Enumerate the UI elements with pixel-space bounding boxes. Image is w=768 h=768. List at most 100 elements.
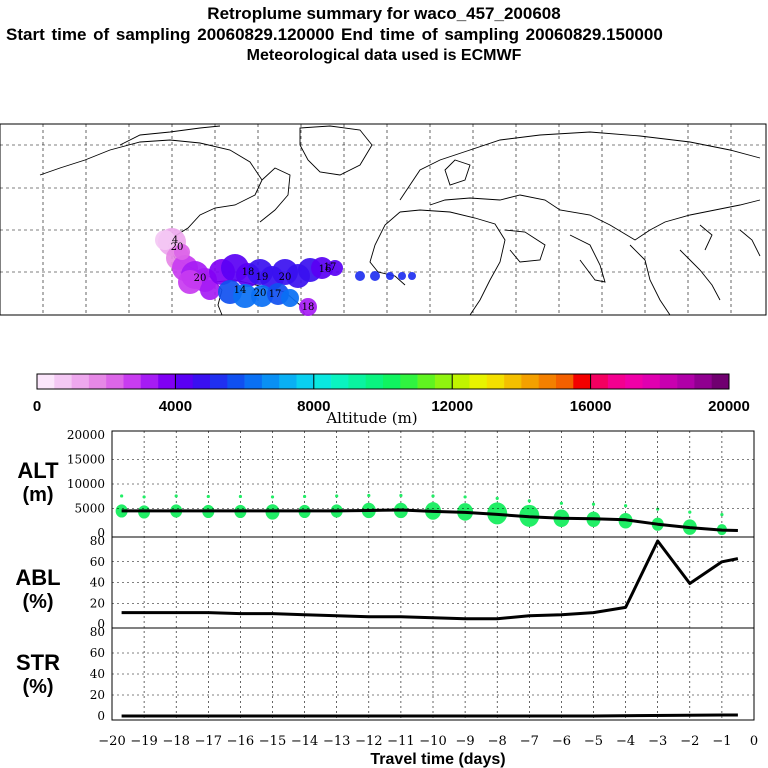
y-tick-label: 15000 (67, 453, 105, 467)
abl-label: ABL (15, 565, 60, 590)
y-tick-label: 60 (90, 646, 105, 660)
x-tick-label: −13 (323, 734, 350, 749)
colorbar-swatch (521, 374, 539, 389)
colorbar-frame (36, 373, 730, 390)
plume-blob (327, 260, 343, 276)
str-unit: (%) (22, 676, 53, 698)
plume-label: 14 (234, 285, 247, 296)
colorbar-swatch (383, 374, 401, 389)
met-data-note: Meteorological data used is ECMWF (246, 47, 522, 64)
x-tick-labels: −20 −19 −18 −17 −16 −15 −14 −13 −12 −11 −10 −9 −8 −7−… (98, 734, 758, 749)
colorbar-swatch (642, 374, 661, 389)
x-tick-label: −14 (291, 734, 318, 749)
x-tick-label: −16 (227, 734, 254, 749)
colorbar-tick: 20000 (708, 398, 750, 415)
y-tick-label: 80 (90, 534, 105, 548)
y-tick-label: 20 (90, 688, 105, 702)
colorbar-swatch (123, 374, 142, 389)
colorbar-swatch (106, 374, 124, 389)
series-line-str (121, 713, 738, 718)
y-tick-label: 0 (97, 617, 105, 631)
x-tick-label: −8 (488, 734, 507, 749)
plume-blob (251, 285, 273, 307)
plume-blob (155, 230, 175, 250)
alt-scatter-outlier (463, 495, 467, 499)
colorbar-swatch (400, 374, 418, 389)
colorbar-swatch (192, 374, 211, 389)
colorbar-swatch (504, 374, 522, 389)
colorbar-tick: 16000 (570, 398, 612, 415)
y-tick-label: 60 (90, 555, 105, 569)
plume-blob (233, 284, 257, 308)
plume-blob (178, 270, 202, 294)
colorbar-swatch (54, 374, 72, 389)
x-tick-label: −6 (552, 734, 571, 749)
alt-scatter-outlier (120, 494, 124, 498)
plume-label: 20 (194, 273, 207, 284)
colorbar-swatch (486, 374, 505, 389)
alt-scatter-outlier (656, 507, 660, 511)
x-tick-label: −2 (680, 734, 699, 749)
alt-scatter-outlier (238, 494, 242, 499)
plume-label: 17 (324, 262, 337, 273)
plume-blob (408, 272, 416, 280)
colorbar-swatch (625, 374, 643, 389)
colorbar-swatch (227, 374, 245, 389)
colorbar-swatch (452, 374, 470, 389)
sampling-times: Start time of sampling 20060829.120000 E… (6, 25, 663, 44)
alt-scatter-outlier (431, 494, 435, 498)
x-tick-label: −5 (584, 734, 603, 749)
colorbar-swatch (313, 374, 332, 389)
alt-scatter-outlier (270, 495, 275, 499)
y-tick-label: 40 (90, 576, 105, 590)
alt-scatter-points (115, 493, 727, 536)
alt-scatter-outlier (720, 512, 724, 517)
colorbar-swatch (677, 374, 695, 389)
abl-unit: (%) (22, 591, 53, 613)
colorbar-swatch (659, 374, 678, 389)
colorbar-swatch (694, 374, 712, 389)
colorbar-swatch (261, 374, 280, 389)
colorbar-tick: 12000 (431, 398, 473, 415)
colorbar-swatch (469, 374, 488, 389)
plume-label: 20 (171, 242, 184, 253)
altitude-colorbar: 0 4000 8000 12000 16000 20000 Altitude (m) (33, 373, 750, 427)
y-tick-label: 10000 (67, 477, 105, 491)
colorbar-tick: 0 (33, 398, 41, 415)
plume-label: 18 (242, 267, 255, 278)
x-tick-label: −1 (712, 734, 731, 749)
colorbar-swatch (711, 374, 730, 389)
plume-blob (299, 298, 317, 316)
plume-blob (174, 244, 190, 260)
colorbar-swatch (71, 374, 90, 389)
alt-scatter-outlier (688, 510, 692, 514)
x-tick-label: −12 (355, 734, 382, 749)
x-tick-label: −4 (616, 734, 635, 749)
colorbar-swatch (556, 374, 574, 389)
colorbar-swatch (434, 374, 453, 389)
series-line-alt (121, 508, 738, 532)
x-tick-label: −9 (456, 734, 475, 749)
x-tick-label: 0 (750, 734, 758, 749)
plume-blob (311, 257, 333, 279)
alt-scatter-outlier (367, 493, 371, 498)
colorbar-swatch (590, 374, 609, 389)
plume-label: 20 (254, 288, 267, 299)
alt-unit: (m) (22, 484, 53, 506)
x-gridlines (143, 431, 723, 720)
alt-scatter-outlier (206, 494, 210, 499)
alt-scatter-outlier (591, 502, 596, 506)
str-label: STR (16, 650, 60, 675)
colorbar-swatch (538, 374, 557, 389)
plume-label: 18 (302, 302, 315, 313)
plume-label: 4 (172, 235, 178, 246)
x-tick-label: −3 (648, 734, 667, 749)
x-tick-label: −15 (259, 734, 286, 749)
colorbar-swatch (140, 374, 159, 389)
plume-label: 17 (269, 289, 282, 300)
colorbar-swatch (607, 374, 626, 389)
